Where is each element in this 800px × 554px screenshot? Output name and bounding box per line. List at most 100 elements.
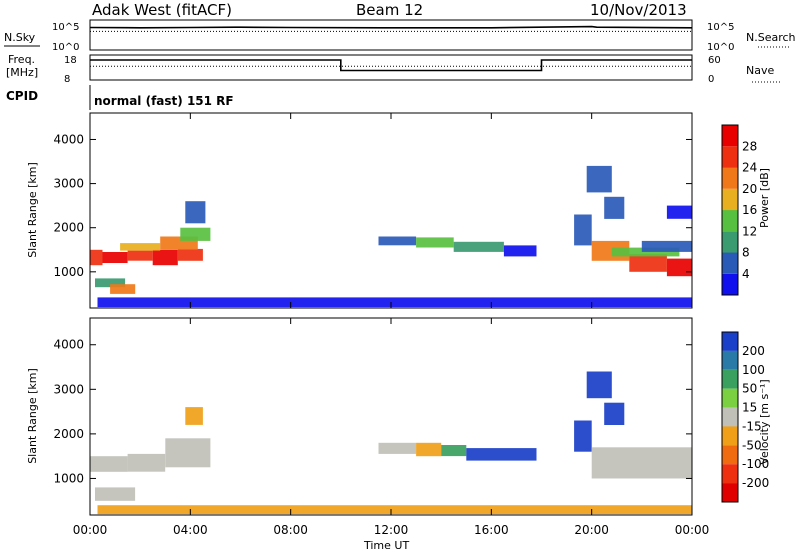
power-echo-cell-8 <box>95 278 126 288</box>
velocity-echo-cell-1 <box>127 453 166 472</box>
noise-series-0 <box>89 25 693 29</box>
power-echo-cell-19 <box>611 247 680 257</box>
velocity-echo-cell-12 <box>604 402 625 425</box>
velocity-echo-cell-2 <box>165 438 211 468</box>
power-echo-cell-9 <box>110 284 136 294</box>
velocity-colorbar-tick-6: -100 <box>742 457 769 471</box>
noise-panel-frame <box>89 19 693 51</box>
power-ytick-label-2: 3000 <box>53 177 84 191</box>
freq-right-tick-top: 60 <box>708 55 721 66</box>
power-colorbar-label: Power [dB] <box>758 168 771 228</box>
freq-unit-label: [MHz] <box>6 66 38 79</box>
velocity-panel-frame <box>89 317 693 516</box>
date-title: 10/Nov/2013 <box>590 1 687 19</box>
noise-right-tick-bottom: 10^0 <box>707 42 734 53</box>
power-echo-cell-17 <box>629 254 667 272</box>
power-colorbar-swatch-1 <box>722 252 738 274</box>
beam-title: Beam 12 <box>356 1 423 19</box>
cpid-mode-text: normal (fast) 151 RF <box>94 94 234 108</box>
power-echo-cell-5 <box>120 243 161 251</box>
power-colorbar-tick-1: 8 <box>742 246 750 260</box>
power-colorbar-swatch-0 <box>722 273 738 296</box>
power-echo-cell-4 <box>177 248 203 261</box>
power-ytick-label-1: 2000 <box>53 221 84 235</box>
power-panel-frame <box>89 112 693 309</box>
time-tick-label-4: 16:00 <box>474 523 509 537</box>
freq-label: Freq. <box>8 53 35 66</box>
time-tick-label-2: 08:00 <box>273 523 308 537</box>
velocity-yaxis: 1000 2000 3000 4000 <box>53 338 692 485</box>
power-colorbar-tick-0: 4 <box>742 267 750 281</box>
power-echo-cell-24 <box>97 297 692 308</box>
freq-left-tick-bottom: 8 <box>64 74 70 85</box>
velocity-colorbar-tick-4: -15 <box>742 419 762 433</box>
power-colorbar-swatch-3 <box>722 210 738 232</box>
power-colorbar-tick-3: 16 <box>742 203 757 217</box>
power-colorbar-swatch-4 <box>722 188 738 211</box>
velocity-colorbar-swatch-2 <box>722 369 738 389</box>
velocity-colorbar-tick-3: 15 <box>742 401 757 415</box>
power-colorbar-tick-5: 24 <box>742 161 757 175</box>
nsky-label: N.Sky <box>4 31 36 44</box>
velocity-colorbar: 200 100 50 15 -15 -50 -100 -200 <box>721 331 769 503</box>
velocity-echo-cell-4 <box>185 407 203 425</box>
velocity-colorbar-tick-7: -200 <box>742 476 769 490</box>
power-echo-cell-15 <box>574 214 592 246</box>
freq-series-0 <box>90 59 692 72</box>
power-echo-cell-0 <box>90 249 103 266</box>
velocity-echo-cell-6 <box>416 442 442 457</box>
power-echo-cell-18 <box>666 258 692 277</box>
power-ytick-label-3: 4000 <box>53 132 84 146</box>
power-colorbar-swatch-5 <box>722 167 738 189</box>
velocity-colorbar-swatch-1 <box>722 350 738 370</box>
noise-lines <box>89 25 693 32</box>
velocity-colorbar-tick-5: -50 <box>742 438 762 452</box>
velocity-colorbar-tick-1: 100 <box>742 363 765 377</box>
velocity-echo-cell-8 <box>466 448 537 461</box>
velocity-colorbar-swatch-3 <box>722 388 738 408</box>
power-colorbar-swatch-7 <box>722 125 738 147</box>
velocity-echo-cell-0 <box>90 456 128 472</box>
velocity-echo-cell-13 <box>97 505 692 515</box>
velocity-data <box>90 371 692 515</box>
velocity-colorbar-swatch-5 <box>722 426 738 446</box>
power-yaxis: 1000 2000 3000 4000 <box>53 132 692 279</box>
velocity-colorbar-swatch-4 <box>722 407 738 427</box>
freq-right-tick-bottom: 0 <box>708 74 714 85</box>
power-echo-cell-21 <box>586 165 612 193</box>
velocity-ytick-label-2: 3000 <box>53 382 84 396</box>
power-echo-cell-1 <box>102 252 128 263</box>
cpid-label: CPID <box>6 89 38 103</box>
power-echo-cell-12 <box>416 237 454 248</box>
freq-panel-frame <box>89 54 693 81</box>
station-title: Adak West (fitACF) <box>92 1 232 19</box>
time-tick-label-3: 12:00 <box>374 523 409 537</box>
power-echo-cell-13 <box>453 241 504 252</box>
power-echo-cell-14 <box>503 245 537 257</box>
nsearch-label: N.Search <box>746 31 796 44</box>
velocity-colorbar-tick-0: 200 <box>742 344 765 358</box>
noise-left-tick-bottom: 10^0 <box>52 42 79 53</box>
noise-left-tick-top: 10^5 <box>52 22 79 33</box>
velocity-colorbar-frame <box>721 331 739 503</box>
power-echo-cell-23 <box>666 205 692 219</box>
power-colorbar-frame <box>721 124 739 296</box>
time-axis: 00:00 04:00 08:00 12:00 16:00 20:00 00:00 <box>73 113 710 537</box>
velocity-echo-cell-5 <box>378 442 417 454</box>
power-colorbar-swatch-2 <box>722 231 738 253</box>
freq-lines <box>90 59 692 72</box>
velocity-echo-cell-9 <box>574 420 592 452</box>
freq-left-tick-top: 18 <box>64 55 77 66</box>
power-colorbar-tick-4: 20 <box>742 182 757 196</box>
velocity-colorbar-label: Velocity [m s⁻¹] <box>758 379 771 464</box>
velocity-colorbar-swatch-0 <box>722 332 738 351</box>
velocity-echo-cell-11 <box>586 371 612 399</box>
time-tick-label-6: 00:00 <box>675 523 710 537</box>
time-axis-label: Time UT <box>363 539 409 552</box>
power-data <box>90 165 692 308</box>
velocity-colorbar-tick-2: 50 <box>742 382 757 396</box>
noise-right-tick-top: 10^5 <box>707 22 734 33</box>
velocity-colorbar-swatch-8 <box>722 483 738 502</box>
power-echo-cell-3 <box>152 249 178 266</box>
